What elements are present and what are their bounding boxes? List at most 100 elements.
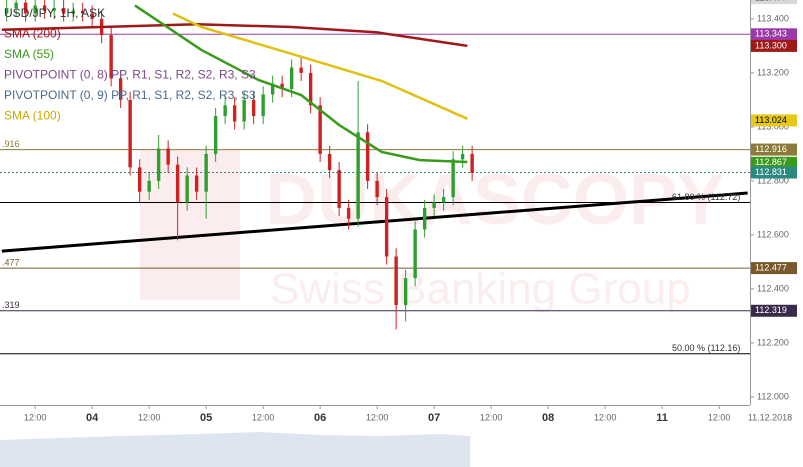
- candle-body: [90, 13, 94, 19]
- x-tick-label: 12:00: [252, 412, 275, 422]
- sma-line: [1, 23, 468, 48]
- level-left-label: .916: [2, 139, 20, 149]
- candle-body: [213, 116, 218, 154]
- candle-body: [289, 67, 294, 90]
- x-tick-label: 12:00: [24, 412, 47, 422]
- price-label-box: [751, 156, 797, 169]
- candle-body: [432, 202, 436, 208]
- candle-body: [460, 153, 465, 160]
- price-label-box: [751, 0, 797, 5]
- y-tick-label: 112.800: [757, 175, 789, 185]
- price-label-box: [751, 114, 797, 127]
- sma-line: [134, 4, 468, 164]
- x-tick-label: 11: [656, 412, 668, 424]
- candle-body: [394, 256, 398, 306]
- sma-line: [172, 12, 468, 120]
- y-tick-label: 112.400: [757, 283, 789, 293]
- candle-body: [147, 180, 151, 192]
- x-tick-label: 12:00: [594, 412, 617, 422]
- candle-body: [194, 175, 199, 192]
- candle-body: [156, 148, 161, 181]
- price-label-box: [751, 304, 797, 317]
- candle-body: [128, 99, 132, 168]
- plot-area: [0, 0, 750, 355]
- price-label: 113.343: [755, 29, 787, 39]
- volume-area: [0, 432, 470, 467]
- candle-body: [223, 105, 227, 117]
- price-label: 113.024: [755, 115, 787, 125]
- price-label: 112.477: [755, 262, 787, 272]
- candle-body: [185, 175, 189, 203]
- y-tick-label: 113.200: [757, 67, 789, 77]
- price-label-box: [751, 39, 797, 52]
- price-label-box: [751, 143, 797, 156]
- candle-body: [308, 72, 313, 106]
- candle-body: [251, 99, 256, 117]
- fib-label: 50.00 % (112.16): [672, 343, 740, 353]
- candle-body: [451, 159, 455, 198]
- candle-body: [137, 167, 142, 192]
- candle-body: [413, 229, 417, 279]
- level-left-label: .319: [2, 300, 20, 310]
- price-label: 112.867: [755, 157, 787, 167]
- candle-body: [23, 2, 28, 14]
- y-tick-label: 112.600: [757, 229, 789, 239]
- candle-body: [166, 148, 170, 165]
- watermark: Swiss Banking Group: [270, 265, 691, 314]
- candle-body: [61, 8, 66, 14]
- price-label: 112.916: [755, 144, 787, 154]
- legend-entry: SMA (100): [4, 109, 61, 123]
- candle-body: [80, 10, 85, 14]
- legend-entry: SMA (55): [4, 47, 54, 61]
- candle-body: [365, 132, 370, 181]
- candle-body: [118, 78, 123, 100]
- x-tick-label: 12:00: [366, 412, 389, 422]
- candle-body: [441, 197, 446, 203]
- x-tick-label: 12:00: [480, 412, 503, 422]
- candle-body: [403, 278, 408, 306]
- price-label-box: [751, 262, 797, 275]
- x-tick-label: 12:00: [708, 412, 731, 422]
- price-label-box: [751, 28, 797, 41]
- candle-body: [71, 10, 75, 14]
- price-label: 112.319: [755, 305, 787, 315]
- x-tick-label: 05: [200, 412, 212, 424]
- price-label: 113.477: [755, 0, 787, 2]
- trendline: [1, 191, 748, 253]
- candle-body: [299, 67, 303, 73]
- candle-body: [346, 207, 351, 219]
- price-label: 112.831: [755, 167, 787, 177]
- candle-body: [175, 164, 180, 203]
- legend-entry: PIVOTPOINT (0, 8) PP, R1, S1, R2, S2, R3…: [4, 68, 256, 82]
- x-tick-label: 07: [428, 412, 440, 424]
- y-tick-label: 113.400: [757, 13, 789, 23]
- x-tick-label: 06: [314, 412, 326, 424]
- overlay: 112.000 112.200 112.400 112.600 112.800 113.0…: [2, 0, 797, 424]
- price-label: 113.300: [755, 40, 787, 50]
- candle-body: [327, 153, 332, 171]
- legend-entry: SMA (200): [4, 27, 61, 41]
- candle-body: [356, 132, 360, 219]
- x-tick-label: 08: [542, 412, 554, 424]
- legend-entry: USD/JPY, 1H, ASK: [4, 6, 105, 20]
- candle-body: [14, 2, 18, 9]
- y-tick-label: 112.000: [757, 391, 789, 401]
- fib-label: 61.80 % (112.72): [672, 192, 740, 202]
- date-label: 11.12.2018: [748, 412, 792, 422]
- candle-body: [318, 105, 322, 154]
- candle-body: [261, 94, 265, 117]
- candle-body: [52, 8, 56, 11]
- candle-body: [109, 35, 113, 79]
- candle-body: [232, 105, 237, 122]
- candle-body: [33, 5, 37, 14]
- candle-body: [470, 153, 474, 173]
- level-left-label: .477: [2, 257, 20, 267]
- candle-body: [280, 83, 284, 90]
- x-tick-label: 04: [86, 412, 99, 424]
- candle-body: [270, 83, 275, 95]
- legend-entry: PIVOTPOINT (0, 9) PP, R1, S1, R2, S2, R3…: [4, 88, 256, 102]
- candle-body: [422, 207, 427, 230]
- watermark-logo: [140, 150, 240, 300]
